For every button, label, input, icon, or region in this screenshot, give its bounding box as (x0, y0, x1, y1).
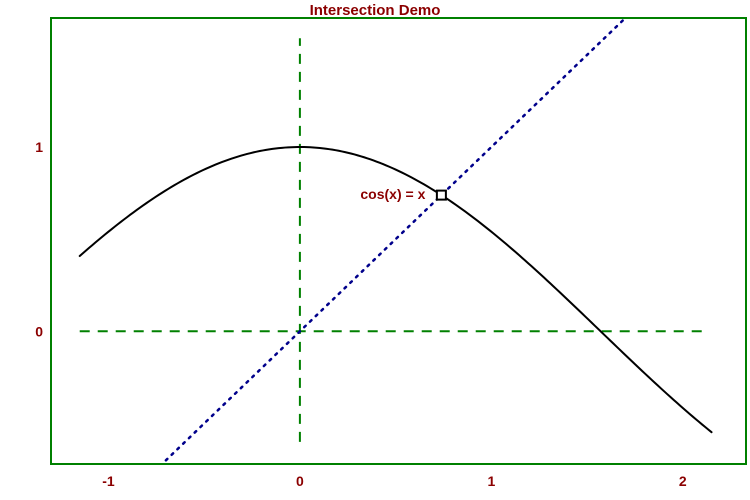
tick-labels: -1 0 1 2 0 1 (35, 139, 687, 489)
intersection-label: cos(x) = x (360, 186, 425, 202)
plot-frame (50, 17, 747, 465)
y-tick-label: 0 (35, 323, 43, 339)
series-identity-line (164, 16, 627, 462)
x-tick-label: 0 (296, 473, 304, 489)
intersection-marker (435, 189, 447, 201)
series-lines (78, 16, 713, 462)
x-tick-label: 2 (679, 473, 687, 489)
reference-lines (79, 38, 706, 442)
annotations: cos(x) = x (360, 186, 447, 202)
x-tick-label: 1 (487, 473, 495, 489)
series-cos-curve (78, 146, 713, 434)
y-tick-label: 1 (35, 139, 43, 155)
x-tick-label: -1 (102, 473, 115, 489)
chart-title: Intersection Demo (310, 2, 441, 19)
